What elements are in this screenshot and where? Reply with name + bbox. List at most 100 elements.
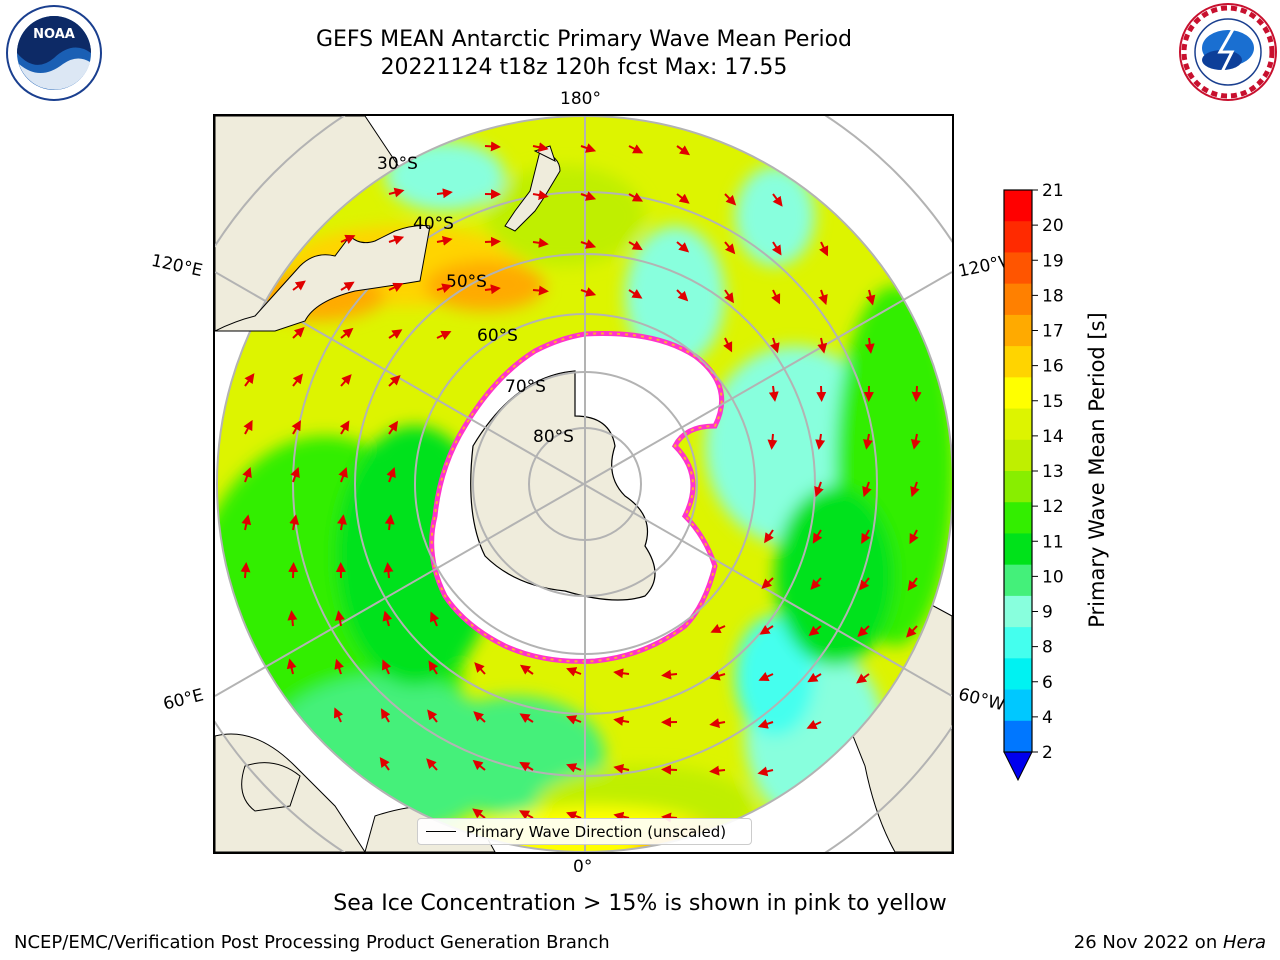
wave-arrow-icon [862, 481, 872, 498]
colorbar-tick-label: 21 [1042, 181, 1064, 201]
wave-arrow-icon [241, 514, 252, 531]
colorbar-tick-label: 17 [1042, 322, 1064, 342]
colorbar-band [1004, 252, 1032, 285]
wave-arrow-icon [709, 718, 726, 729]
wave-arrow-icon [436, 283, 453, 293]
nws-logo-icon [1179, 3, 1277, 101]
colorbar-tick-label: 16 [1042, 357, 1064, 377]
colorbar-band [1004, 533, 1032, 566]
colorbar-band [1004, 190, 1032, 222]
wave-arrow-icon [907, 577, 918, 591]
wave-arrow-icon [340, 374, 352, 387]
wave-arrow-icon [388, 187, 405, 198]
legend-line-icon [426, 831, 456, 832]
lat-label-50s: 50°S [446, 272, 487, 292]
wave-arrow-icon [676, 289, 689, 302]
lat-label-60s: 60°S [477, 326, 518, 346]
wave-arrow-icon [628, 240, 643, 251]
colorbar-tick-label: 20 [1042, 216, 1064, 236]
wave-arrow-icon [384, 514, 395, 531]
wave-arrow-icon [771, 241, 782, 256]
wave-arrow-icon [817, 337, 828, 354]
wave-arrow-icon [580, 239, 597, 249]
wave-arrow-icon [532, 190, 549, 200]
wave-arrow-icon [661, 669, 678, 680]
wave-arrow-icon [427, 709, 438, 723]
wave-arrow-icon [808, 625, 822, 637]
lon-label-120e: 120°E [149, 250, 205, 282]
wave-arrow-icon [863, 433, 873, 450]
wave-arrow-icon [723, 337, 733, 353]
wave-arrow-icon [474, 662, 486, 675]
wave-arrow-icon [676, 241, 690, 253]
wave-arrow-icon [566, 763, 582, 773]
wave-arrow-icon [289, 514, 300, 531]
wave-arrow-icon [661, 812, 678, 823]
wave-arrow-icon [910, 481, 920, 498]
wave-arrow-icon [288, 562, 299, 579]
wave-arrow-icon [240, 562, 251, 579]
colorbar-band [1004, 502, 1032, 534]
wave-arrow-icon [764, 529, 774, 544]
wave-arrow-icon [580, 287, 597, 297]
colorbar-band [1004, 627, 1032, 659]
noaa-logo-icon: NOAA [6, 5, 102, 101]
lat-label-30s: 30°S [377, 154, 418, 174]
wave-arrow-icon [286, 658, 297, 675]
graticule [215, 116, 952, 852]
colorbar-band [1004, 564, 1032, 597]
wave-arrow-icon [519, 761, 534, 772]
lat-label-70s: 70°S [505, 377, 546, 397]
wave-arrow-icon [724, 241, 736, 255]
map-legend: Primary Wave Direction (unscaled) [417, 818, 752, 845]
colorbar-band [1004, 346, 1032, 378]
wave-arrow-icon [613, 763, 630, 774]
wave-arrow-icon [856, 673, 870, 684]
wave-arrow-icon [388, 329, 403, 339]
wave-direction-arrows [240, 141, 922, 823]
wave-arrow-icon [339, 420, 350, 435]
wave-arrow-icon [628, 192, 644, 202]
wave-arrow-icon [770, 337, 780, 354]
wave-arrow-icon [287, 610, 298, 627]
antarctica-ice [429, 331, 725, 664]
wave-arrow-icon [291, 420, 301, 435]
wave-arrow-icon [484, 284, 501, 295]
colorbar-band [1004, 471, 1032, 503]
wave-arrow-icon [334, 658, 344, 675]
colorbar-tick-label: 18 [1042, 286, 1064, 306]
wave-arrow-icon [857, 625, 870, 637]
wave-arrow-icon [819, 241, 829, 257]
wave-arrow-icon [709, 670, 726, 681]
continents [215, 145, 561, 332]
colorbar-tick-label: 6 [1042, 673, 1053, 693]
wave-arrow-icon [613, 668, 630, 679]
wave-arrow-icon [911, 385, 922, 402]
wave-arrow-icon [532, 142, 549, 153]
wave-arrow-icon [613, 811, 630, 822]
wave-arrow-icon [532, 237, 549, 248]
colorbar-tick-label: 10 [1042, 567, 1064, 587]
wave-arrow-icon [340, 281, 355, 292]
wave-arrow-icon [519, 664, 534, 675]
wave-arrow-icon [430, 611, 440, 627]
wave-arrow-icon [473, 711, 486, 723]
wave-arrow-icon [812, 529, 823, 544]
wave-arrow-icon [566, 811, 582, 821]
colorbar: 21 20 19 18 17 16 15 14 13 12 11 10 9 8 6 4 2 [1003, 181, 1064, 782]
colorbar-tick-label: 11 [1042, 532, 1064, 552]
wave-arrow-icon [292, 327, 305, 339]
wave-arrow-icon [761, 577, 774, 589]
colorbar-band [1004, 439, 1032, 472]
wave-arrow-icon [335, 610, 345, 627]
lon-label-0: 0° [573, 857, 593, 877]
colorbar-label: Primary Wave Mean Period [s] [1085, 312, 1109, 628]
run-date: 26 Nov 2022 on Hera [1074, 932, 1266, 953]
wave-arrow-icon [771, 289, 781, 305]
wave-arrow-icon [816, 385, 827, 402]
wave-arrow-icon [865, 289, 876, 306]
legend-label: Primary Wave Direction (unscaled) [466, 823, 727, 841]
wave-arrow-icon [661, 764, 678, 775]
wave-arrow-icon [759, 625, 774, 635]
wave-arrow-icon [338, 467, 348, 483]
